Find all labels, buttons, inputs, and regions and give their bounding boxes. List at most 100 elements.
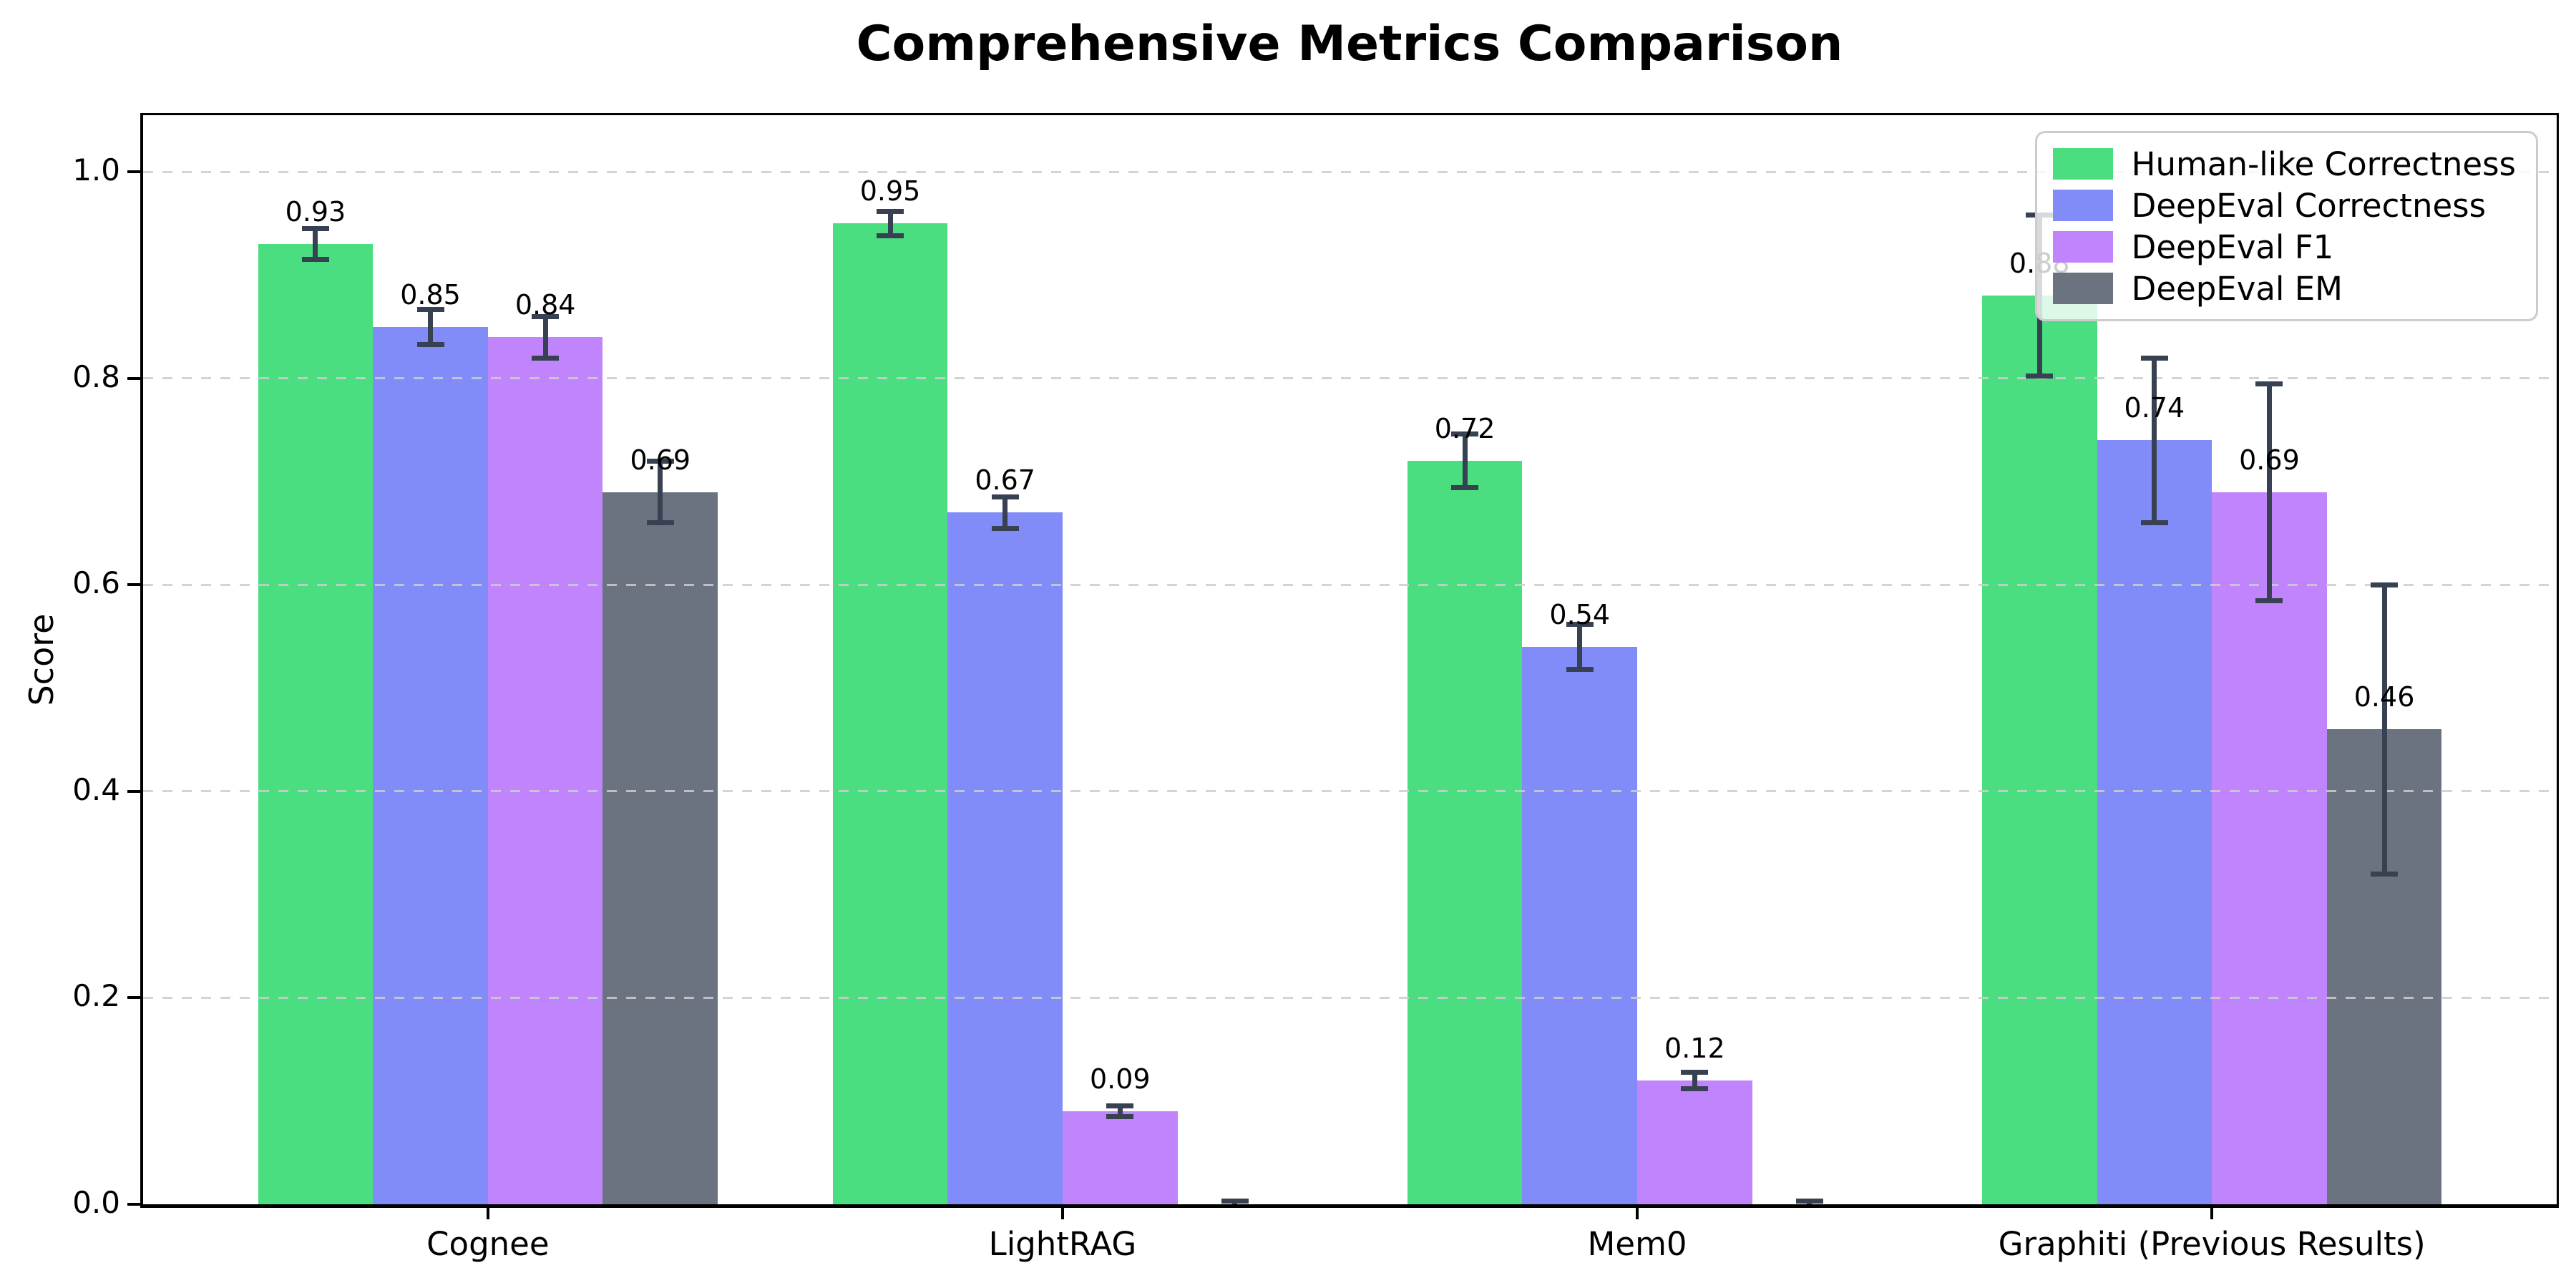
value-label-human-like-correctness-0: 0.93: [285, 196, 346, 228]
value-label-deepeval-f1-0: 0.84: [514, 289, 576, 321]
y-tick-label-4: 0.8: [72, 358, 120, 394]
error-bar-deepeval-f1-1-cap-top: [1106, 1103, 1134, 1109]
value-label-human-like-correctness-2: 0.72: [1434, 413, 1496, 445]
error-bar-human-like-correctness-2-cap-bottom: [1451, 485, 1479, 491]
value-label-deepeval-correctness-3: 0.74: [2124, 392, 2185, 424]
value-label-deepeval-correctness-1: 0.67: [975, 464, 1035, 497]
y-tick-2: [127, 789, 140, 793]
error-bar-human-like-correctness-1-cap-bottom: [877, 233, 904, 239]
bar-deepeval-f1-0: [487, 337, 603, 1204]
y-tick-0: [127, 1203, 140, 1206]
error-bar-deepeval-correctness-2-cap-top: [1566, 621, 1594, 627]
error-bar-human-like-correctness-1: [887, 211, 893, 236]
value-label-human-like-correctness-1: 0.95: [859, 175, 921, 208]
bar-human-like-correctness-0: [258, 244, 374, 1204]
error-bar-deepeval-em-0-cap-bottom: [646, 520, 674, 526]
error-bar-deepeval-f1-3: [2266, 384, 2272, 601]
error-bar-human-like-correctness-0-cap-bottom: [301, 257, 329, 263]
legend-row-3: DeepEval EM: [2052, 268, 2516, 309]
error-bar-human-like-correctness-2: [1462, 434, 1468, 488]
bar-deepeval-f1-2: [1637, 1080, 1752, 1204]
error-bar-deepeval-em-2-cap-bottom: [1796, 1205, 1823, 1208]
value-label-deepeval-f1-2: 0.12: [1664, 1032, 1725, 1064]
error-bar-deepeval-correctness-3: [2152, 358, 2157, 523]
error-bar-deepeval-em-1-cap-bottom: [1221, 1205, 1249, 1208]
legend-swatch-0: [2052, 148, 2113, 180]
y-tick-label-0: 0.0: [72, 1185, 120, 1220]
y-tick-4: [127, 376, 140, 380]
error-bar-deepeval-f1-2-cap-top: [1681, 1069, 1709, 1075]
y-tick-label-2: 0.4: [72, 771, 120, 807]
error-bar-deepeval-correctness-2: [1577, 624, 1583, 670]
error-bar-deepeval-correctness-0-cap-bottom: [416, 341, 444, 347]
bar-human-like-correctness-2: [1407, 461, 1523, 1204]
x-tick-3: [2210, 1208, 2214, 1219]
legend-swatch-2: [2052, 231, 2113, 263]
error-bar-human-like-correctness-3-cap-bottom: [2026, 374, 2054, 379]
value-label-deepeval-f1-1: 0.09: [1089, 1063, 1151, 1096]
error-bar-deepeval-em-0: [658, 461, 663, 523]
x-tick-1: [1060, 1208, 1064, 1219]
y-tick-5: [127, 170, 140, 174]
bar-deepeval-f1-1: [1062, 1111, 1178, 1204]
error-bar-human-like-correctness-1-cap-top: [877, 208, 904, 214]
legend: Human-like Correctness DeepEval Correctne…: [2034, 131, 2538, 321]
error-bar-human-like-correctness-0: [313, 228, 318, 260]
x-tick-label-3: Graphiti (Previous Results): [1998, 1225, 2426, 1263]
legend-row-1: DeepEval Correctness: [2052, 185, 2516, 226]
error-bar-human-like-correctness-0-cap-top: [301, 226, 329, 232]
error-bar-deepeval-em-3: [2381, 585, 2387, 874]
legend-row-0: Human-like Correctness: [2052, 143, 2516, 185]
error-bar-deepeval-f1-2: [1692, 1072, 1697, 1089]
error-bar-deepeval-correctness-1: [1002, 497, 1008, 529]
error-bar-deepeval-em-1-cap-top: [1221, 1199, 1249, 1204]
legend-swatch-1: [2052, 190, 2113, 221]
bar-deepeval-f1-3: [2212, 492, 2327, 1204]
y-tick-1: [127, 996, 140, 1000]
legend-label-3: DeepEval EM: [2131, 269, 2343, 308]
error-bar-deepeval-correctness-0-cap-top: [416, 306, 444, 312]
gridline-0.8: [143, 377, 2557, 380]
error-bar-human-like-correctness-2-cap-top: [1451, 431, 1479, 437]
error-bar-deepeval-em-2-cap-top: [1795, 1199, 1823, 1204]
error-bar-deepeval-em-3-cap-bottom: [2371, 871, 2399, 877]
error-bar-deepeval-correctness-0: [428, 309, 434, 345]
bar-deepeval-correctness-0: [373, 326, 488, 1204]
error-bar-deepeval-f1-3-cap-top: [2255, 381, 2283, 386]
error-bar-deepeval-correctness-1-cap-bottom: [991, 525, 1019, 531]
value-label-deepeval-em-0: 0.69: [630, 444, 691, 476]
y-axis-label: Score: [22, 613, 61, 706]
legend-row-2: DeepEval F1: [2052, 226, 2516, 268]
value-label-deepeval-em-3: 0.46: [2353, 681, 2415, 713]
error-bar-deepeval-correctness-3-cap-top: [2140, 355, 2168, 361]
value-label-deepeval-correctness-2: 0.54: [1549, 598, 1611, 630]
bar-deepeval-correctness-3: [2097, 440, 2212, 1204]
legend-label-2: DeepEval F1: [2131, 228, 2334, 266]
y-tick-label-5: 1.0: [72, 152, 120, 188]
error-bar-deepeval-correctness-3-cap-bottom: [2140, 520, 2168, 526]
x-tick-label-2: Mem0: [1587, 1225, 1687, 1263]
error-bar-deepeval-f1-1-cap-bottom: [1106, 1113, 1134, 1119]
legend-label-1: DeepEval Correctness: [2131, 186, 2487, 225]
error-bar-deepeval-f1-1: [1117, 1106, 1123, 1117]
x-tick-label-0: Cognee: [426, 1225, 550, 1263]
gridline-0.2: [143, 996, 2557, 999]
bar-deepeval-correctness-2: [1522, 646, 1638, 1204]
error-bar-deepeval-f1-2-cap-bottom: [1681, 1085, 1709, 1091]
error-bar-deepeval-f1-3-cap-bottom: [2255, 597, 2283, 603]
bar-deepeval-correctness-1: [947, 512, 1063, 1204]
error-bar-deepeval-f1-0-cap-top: [532, 313, 560, 319]
legend-swatch-3: [2052, 273, 2113, 304]
value-label-deepeval-correctness-0: 0.85: [400, 278, 461, 311]
error-bar-deepeval-correctness-1-cap-top: [991, 494, 1019, 500]
value-label-deepeval-f1-3: 0.69: [2239, 444, 2300, 476]
chart-title: Comprehensive Metrics Comparison: [856, 16, 1843, 72]
error-bar-deepeval-f1-0-cap-bottom: [532, 355, 560, 361]
y-tick-label-3: 0.6: [72, 565, 120, 601]
bar-deepeval-em-0: [602, 492, 718, 1204]
error-bar-deepeval-f1-0: [542, 316, 548, 358]
legend-label-0: Human-like Correctness: [2131, 145, 2516, 183]
error-bar-deepeval-correctness-2-cap-bottom: [1566, 667, 1594, 673]
gridline-0.6: [143, 583, 2557, 586]
